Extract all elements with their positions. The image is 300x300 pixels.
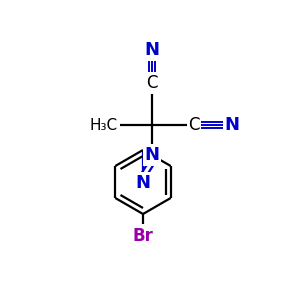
Text: H₃C: H₃C — [90, 118, 118, 133]
Text: C: C — [188, 116, 200, 134]
Text: Br: Br — [133, 227, 153, 245]
Text: N: N — [145, 146, 160, 164]
Text: N: N — [224, 116, 239, 134]
Text: C: C — [146, 74, 158, 92]
Text: N: N — [145, 41, 160, 59]
Text: N: N — [136, 174, 151, 192]
